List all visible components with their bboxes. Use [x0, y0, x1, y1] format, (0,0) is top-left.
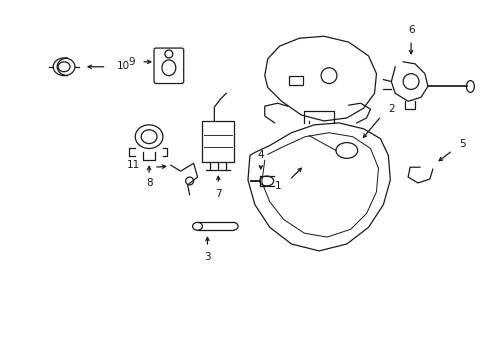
Text: 10: 10 [116, 61, 129, 71]
Bar [202, 121, 234, 162]
Text: 2: 2 [387, 104, 394, 114]
Text: 1: 1 [274, 181, 281, 191]
Text: 9: 9 [128, 57, 135, 67]
Text: 8: 8 [145, 178, 152, 188]
Text: 3: 3 [203, 252, 210, 262]
Text: 7: 7 [215, 189, 221, 199]
Text: 4: 4 [257, 150, 264, 161]
Text: 5: 5 [459, 139, 465, 149]
Text: 11: 11 [127, 160, 140, 170]
Text: 6: 6 [407, 25, 413, 35]
Bar [289, 76, 303, 85]
